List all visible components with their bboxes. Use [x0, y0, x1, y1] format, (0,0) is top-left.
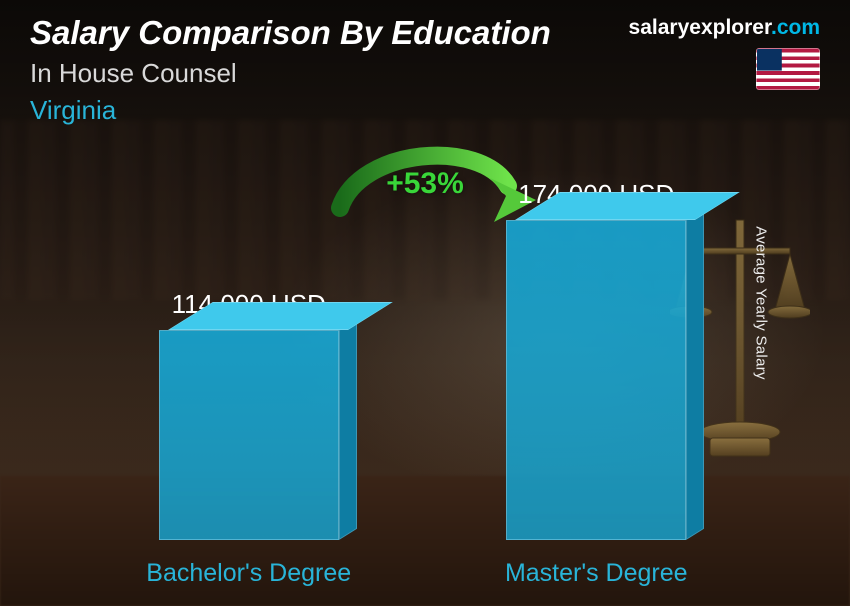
brand-text: salaryexplorer.com — [629, 16, 820, 40]
bar — [506, 220, 686, 540]
brand: salaryexplorer.com — [629, 16, 820, 90]
bar-column: 174,000 USD — [486, 179, 706, 540]
category-label: Master's Degree — [486, 559, 706, 588]
category-labels: Bachelor's Degree Master's Degree — [75, 559, 770, 588]
bar-front-face — [506, 220, 686, 540]
bars-container: 114,000 USD 174,000 USD — [75, 175, 770, 540]
page-region: Virginia — [30, 95, 820, 126]
bar-column: 114,000 USD — [139, 289, 359, 540]
y-axis-label: Average Yearly Salary — [753, 226, 770, 380]
us-flag-icon — [756, 48, 820, 90]
bar — [159, 330, 339, 540]
brand-suffix: .com — [771, 16, 820, 39]
bar-side-face — [339, 319, 357, 540]
salary-chart: 114,000 USD 174,000 USD Bachelor's Degree… — [75, 175, 770, 588]
brand-name: salaryexplorer — [629, 16, 771, 39]
bar-side-face — [686, 209, 704, 540]
bar-front-face — [159, 330, 339, 540]
category-label: Bachelor's Degree — [139, 559, 359, 588]
